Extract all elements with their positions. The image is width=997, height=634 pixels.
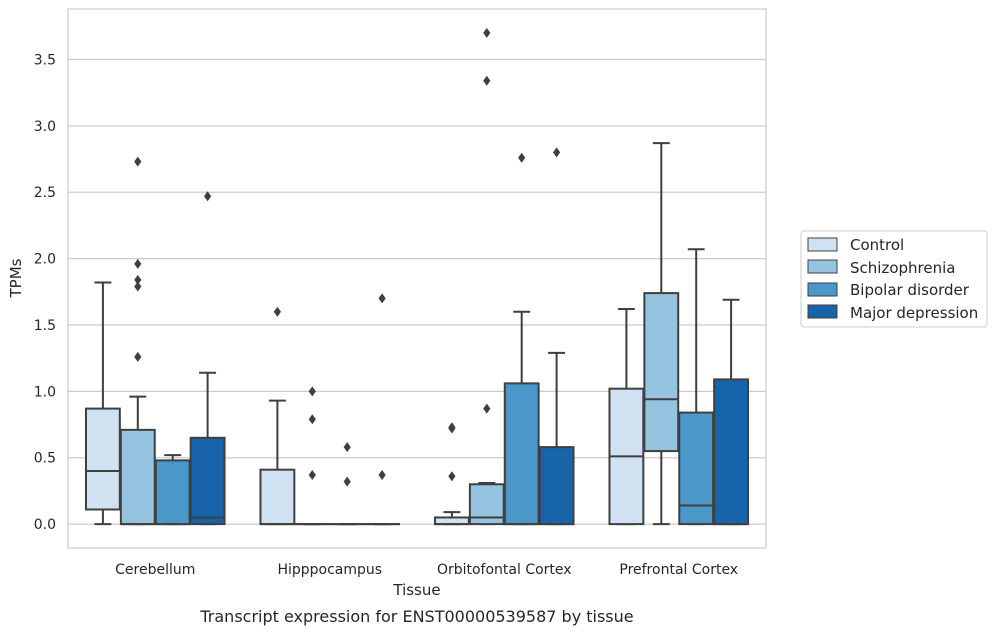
legend-label-bipolar-disorder: Bipolar disorder (850, 281, 970, 299)
outlier-point (483, 27, 491, 38)
y-tick-label: 3.5 (34, 52, 56, 68)
box-body (259, 468, 296, 526)
box-body (189, 436, 226, 526)
outlier-point (134, 274, 142, 285)
y-tick-label: 0.0 (34, 517, 56, 533)
legend-label-schizophrenia: Schizophrenia (850, 259, 955, 277)
legend: Control Schizophrenia Bipolar disorder M… (800, 230, 988, 328)
legend-frame (800, 230, 988, 328)
box-body (713, 378, 750, 526)
y-tick-label: 2.0 (34, 252, 56, 268)
outlier-point (308, 469, 316, 480)
y-tick-label: 1.0 (34, 384, 56, 400)
x-axis-ticks: Cerebellum Hipppocampus Orbitofontal Corte… (115, 562, 738, 578)
box-body (154, 459, 191, 526)
box-body (84, 407, 121, 511)
box-major-depression-prefrontal-cortex (713, 298, 750, 526)
box-series (84, 27, 750, 526)
outlier-point (518, 152, 526, 163)
box-body (503, 382, 540, 526)
outlier-point (134, 281, 142, 292)
x-axis-title: Tissue (392, 581, 440, 599)
box-major-depression-orbitofontal-cortex (538, 147, 575, 526)
box-control-hipppocampus (259, 306, 296, 526)
outlier-point (134, 351, 142, 362)
box-body (678, 411, 715, 526)
x-tick-label: Prefrontal Cortex (619, 562, 738, 578)
y-axis-title: TPMs (7, 258, 25, 298)
outlier-point (134, 258, 142, 269)
outlier-point (483, 75, 491, 86)
box-body (538, 446, 575, 526)
box-control-cerebellum (84, 281, 121, 526)
outlier-point (308, 386, 316, 397)
legend-swatch-schizophrenia (807, 259, 838, 274)
outlier-point (448, 422, 456, 433)
outlier-point (448, 471, 456, 482)
x-tick-label: Orbitofontal Cortex (437, 562, 572, 578)
box-schizophrenia-hipppocampus (294, 386, 331, 526)
box-schizophrenia-cerebellum (119, 156, 156, 526)
y-tick-label: 1.5 (34, 318, 56, 334)
outlier-point (343, 476, 351, 487)
outlier-point (378, 469, 386, 480)
outlier-point (308, 414, 316, 425)
box-bipolar-disorder-cerebellum (154, 454, 191, 526)
box-body (643, 292, 680, 453)
chart-caption: Transcript expression for ENST0000053958… (199, 607, 633, 626)
y-tick-label: 3.0 (34, 119, 56, 135)
outlier-point (378, 293, 386, 304)
outlier-point (204, 191, 212, 202)
outlier-point (343, 442, 351, 453)
x-tick-label: Cerebellum (115, 562, 195, 578)
outlier-point (483, 403, 491, 414)
outlier-point (553, 147, 561, 158)
legend-label-major-depression: Major depression (850, 304, 978, 322)
box-major-depression-hipppocampus (364, 293, 401, 526)
box-body (119, 428, 156, 526)
box-major-depression-cerebellum (189, 191, 226, 526)
y-axis-ticks: 0.0 0.5 1.0 1.5 2.0 2.5 3.0 3.5 (34, 52, 56, 533)
box-control-orbitofontal-cortex (433, 422, 470, 526)
legend-swatch-control (807, 237, 838, 252)
outlier-point (134, 156, 142, 167)
outlier-point (273, 306, 281, 317)
legend-swatch-major-depression (807, 304, 838, 319)
x-tick-label: Hipppocampus (277, 562, 382, 578)
box-schizophrenia-prefrontal-cortex (643, 142, 680, 526)
box-bipolar-disorder-prefrontal-cortex (678, 248, 715, 526)
box-bipolar-disorder-orbitofontal-cortex (503, 152, 540, 526)
box-bipolar-disorder-hipppocampus (329, 442, 366, 526)
y-tick-label: 0.5 (34, 451, 56, 467)
plot-frame (67, 8, 767, 549)
y-tick-label: 2.5 (34, 185, 56, 201)
box-control-prefrontal-cortex (608, 308, 645, 526)
box-schizophrenia-orbitofontal-cortex (468, 27, 505, 526)
legend-swatch-bipolar-disorder (807, 282, 838, 297)
legend-label-control: Control (850, 236, 904, 254)
